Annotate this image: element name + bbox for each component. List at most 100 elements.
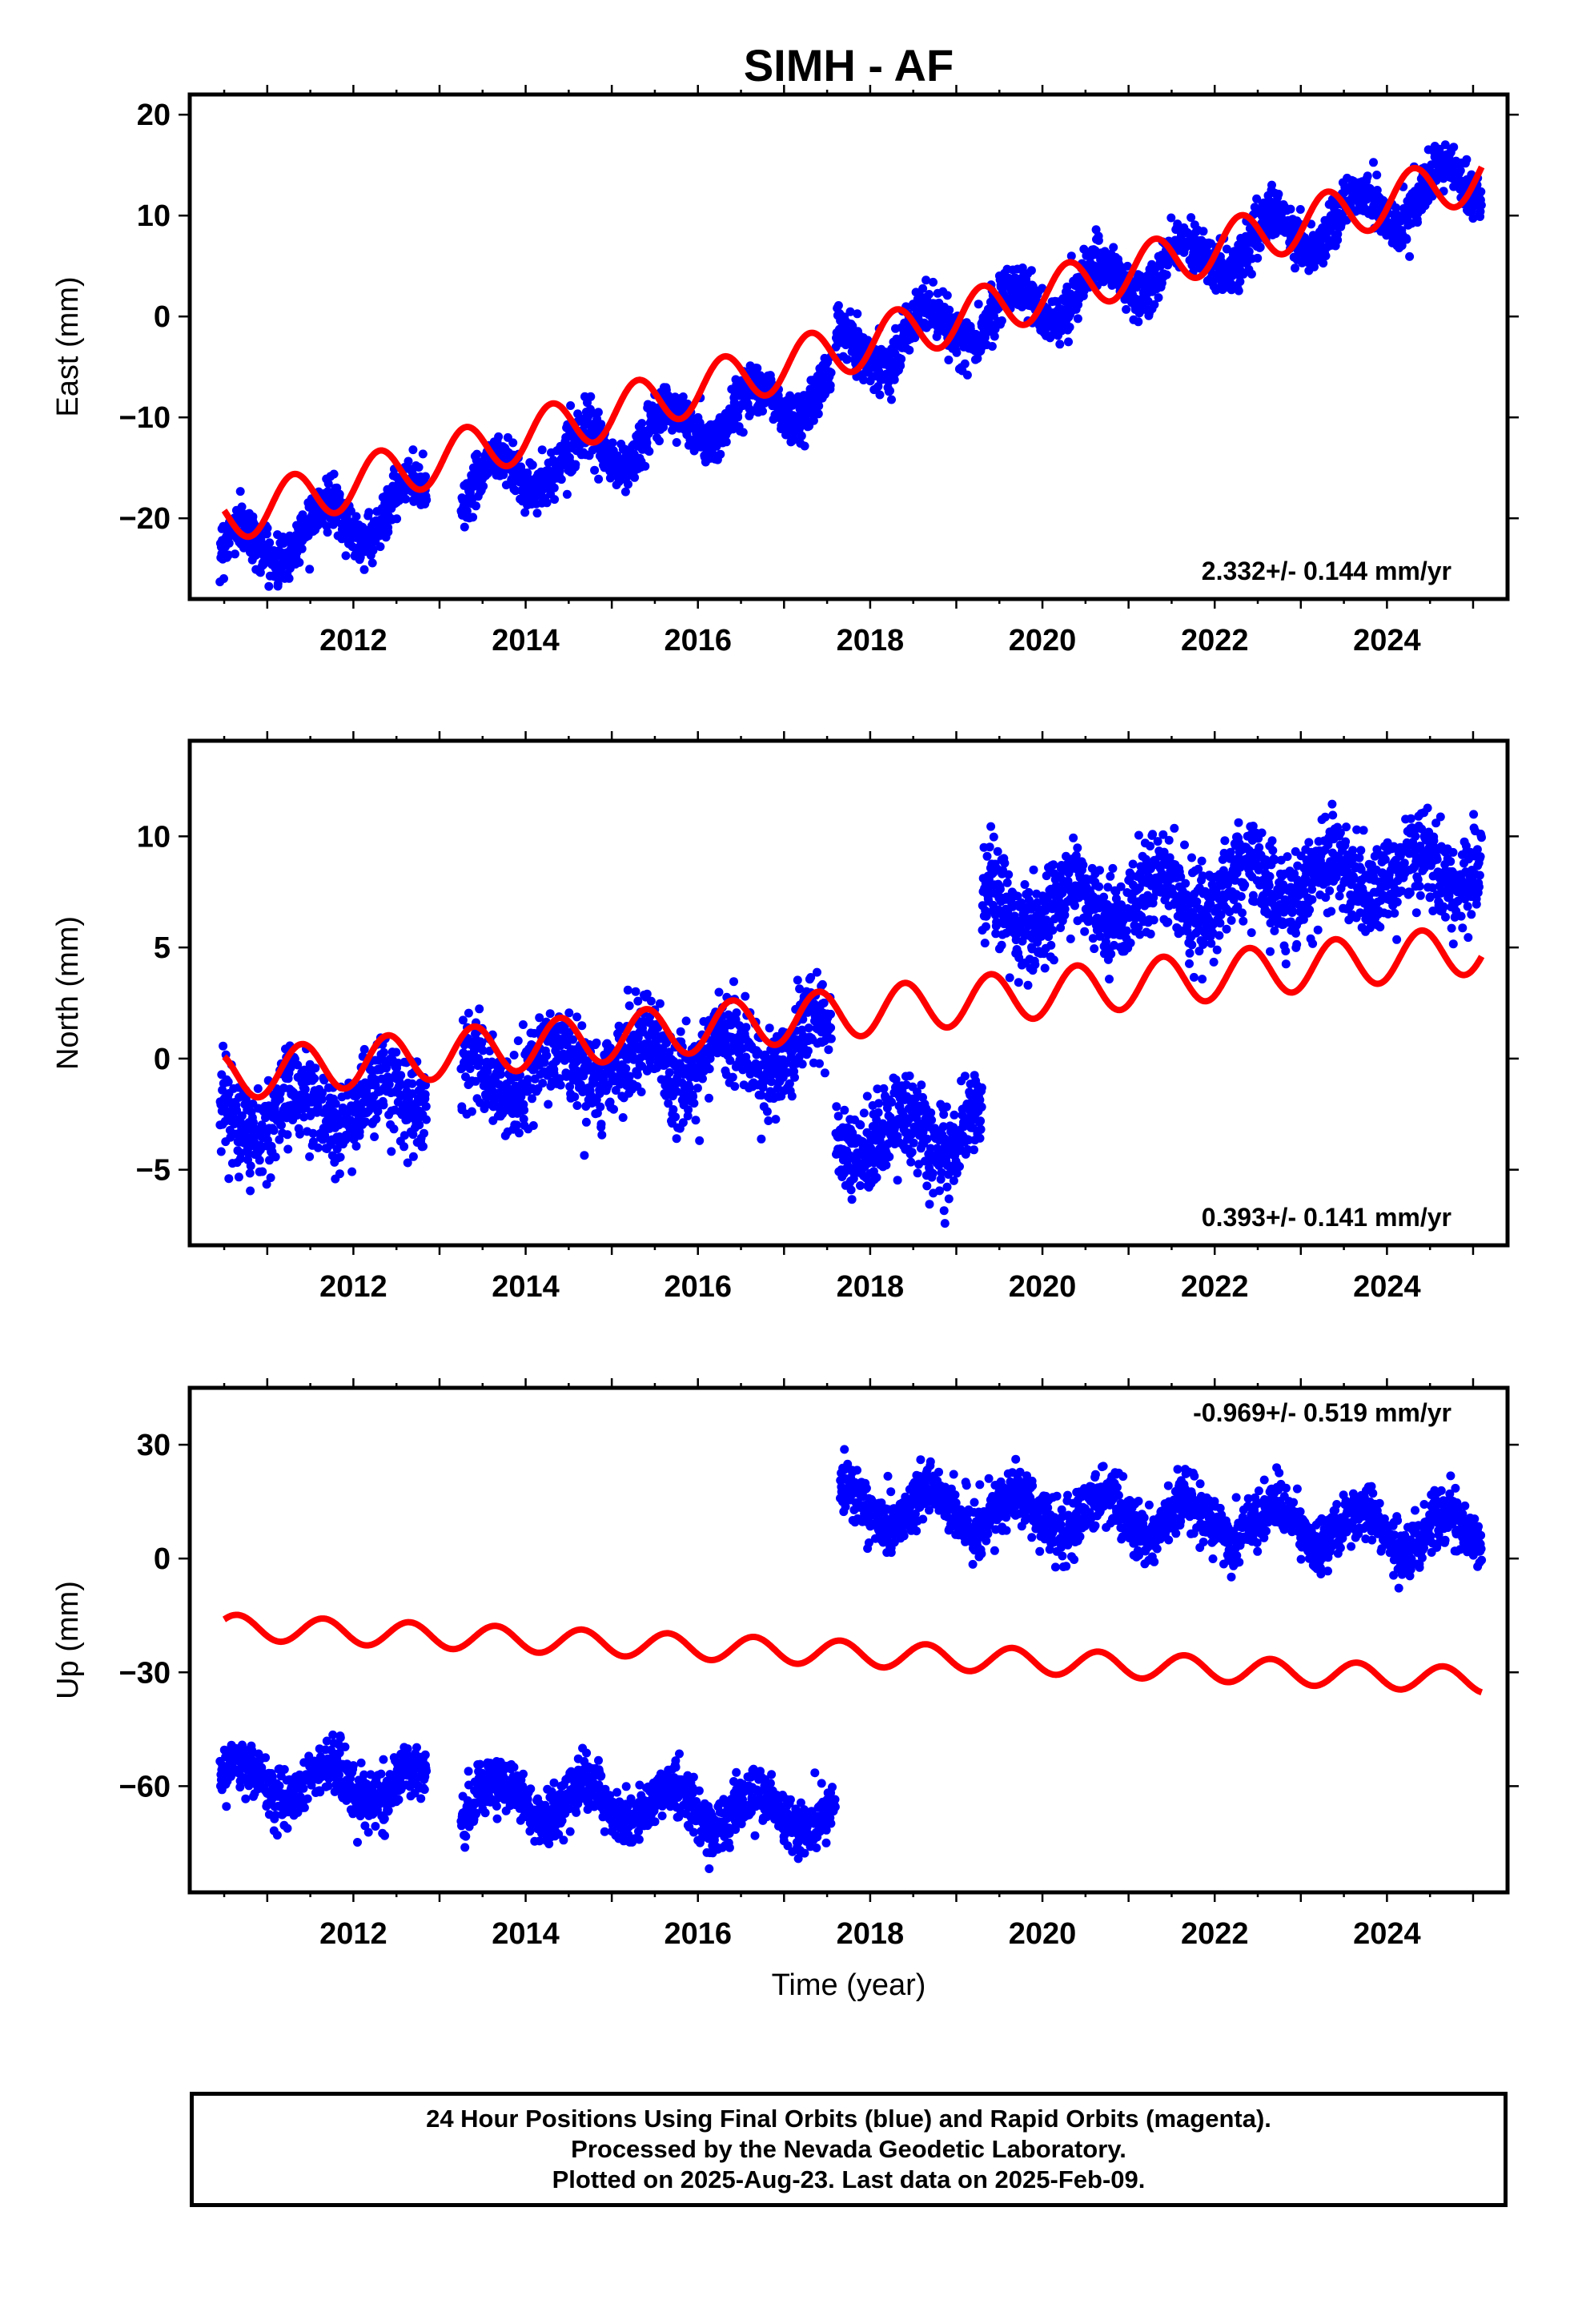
east-data-point xyxy=(640,461,650,471)
east-x-tick-label: 2020 xyxy=(1009,624,1077,657)
east-data-point xyxy=(479,481,488,491)
east-data-point xyxy=(925,290,934,299)
east-data-point xyxy=(1064,337,1073,347)
north-data-point xyxy=(542,1051,552,1060)
east-data-point xyxy=(1291,263,1299,273)
east-data-point xyxy=(859,376,869,384)
north-data-point xyxy=(544,1100,553,1109)
east-data-point xyxy=(1094,235,1103,245)
east-data-point xyxy=(327,490,336,500)
east-data-point xyxy=(942,291,952,300)
east-data-point xyxy=(733,412,743,422)
north-data-point xyxy=(623,985,632,995)
north-data-point xyxy=(840,1105,849,1115)
north-data-point xyxy=(671,1112,681,1122)
east-data-point xyxy=(414,463,424,472)
north-data-point xyxy=(646,996,656,1006)
east-x-tick-label: 2018 xyxy=(837,624,905,657)
north-data-point xyxy=(764,1116,773,1125)
north-data-point xyxy=(389,1124,399,1134)
east-data-point xyxy=(323,528,332,537)
north-data-point xyxy=(570,1092,580,1102)
east-data-point xyxy=(237,502,247,512)
east-data-point xyxy=(562,489,572,499)
north-data-point xyxy=(813,967,821,977)
north-data-point xyxy=(826,1023,836,1032)
east-data-point xyxy=(590,465,600,475)
east-data-point xyxy=(566,401,576,410)
north-data-point xyxy=(379,1047,388,1057)
north-data-point xyxy=(514,1128,524,1138)
east-data-point xyxy=(987,342,997,351)
north-data-point xyxy=(618,1113,628,1122)
east-data-point xyxy=(341,551,351,561)
east-data-point xyxy=(265,538,275,548)
east-data-point xyxy=(1234,286,1243,296)
east-data-point xyxy=(528,460,537,470)
north-data-point xyxy=(467,1107,476,1116)
east-data-point xyxy=(418,449,428,459)
east-data-point xyxy=(974,300,983,309)
north-data-point xyxy=(387,1147,396,1156)
east-x-tick-label: 2022 xyxy=(1181,624,1249,657)
north-data-point xyxy=(396,1071,406,1080)
east-data-point xyxy=(1405,251,1415,261)
north-data-point xyxy=(856,1120,865,1130)
east-data-point xyxy=(537,445,547,455)
north-data-point xyxy=(636,1088,646,1096)
east-data-point xyxy=(1253,253,1263,263)
north-data-point xyxy=(219,1041,228,1051)
north-data-point xyxy=(815,1059,824,1068)
north-data-point xyxy=(762,1107,772,1116)
north-data-point xyxy=(572,1012,582,1022)
east-data-point xyxy=(655,436,664,446)
east-data-point xyxy=(997,316,1006,325)
east-data-point xyxy=(1449,143,1459,152)
east-data-point xyxy=(364,508,374,517)
north-data-point xyxy=(419,1142,428,1152)
north-data-point xyxy=(347,1167,357,1176)
north-data-point xyxy=(475,1004,484,1014)
north-data-point xyxy=(790,1072,799,1082)
north-data-point xyxy=(246,1186,255,1196)
east-data-point xyxy=(929,277,938,287)
north-data-point xyxy=(422,1115,431,1124)
east-y-tick-label: 20 xyxy=(137,99,171,132)
north-data-point xyxy=(496,1070,505,1079)
east-data-point xyxy=(1369,158,1378,167)
east-data-point xyxy=(235,487,245,497)
north-data-point xyxy=(765,1023,774,1033)
north-data-point xyxy=(693,1084,702,1093)
east-data-point xyxy=(549,483,559,493)
east-data-point xyxy=(367,558,377,568)
east-data-point xyxy=(1154,293,1163,303)
north-data-point xyxy=(400,1142,409,1152)
east-data-point xyxy=(1286,204,1295,214)
north-data-point xyxy=(824,1045,833,1055)
east-data-point xyxy=(833,301,843,310)
east-data-point xyxy=(421,472,430,481)
east-data-point xyxy=(1274,189,1283,199)
east-data-point xyxy=(1321,251,1331,260)
north-data-point xyxy=(732,1008,741,1018)
east-y-axis-label: East (mm) xyxy=(51,276,85,416)
north-data-point xyxy=(832,1102,841,1112)
east-data-point xyxy=(499,470,508,480)
north-data-point xyxy=(513,1036,523,1046)
north-data-point xyxy=(609,1104,618,1114)
north-data-point xyxy=(862,1092,872,1101)
north-data-point xyxy=(420,1128,428,1138)
east-data-point xyxy=(1462,155,1472,164)
north-data-point xyxy=(698,1074,707,1084)
east-data-point xyxy=(1476,187,1486,196)
east-data-point xyxy=(738,428,748,437)
north-data-point xyxy=(730,1082,740,1092)
north-data-point xyxy=(621,1063,631,1073)
east-data-point xyxy=(758,406,767,416)
east-data-point xyxy=(346,506,355,516)
east-x-tick-label: 2024 xyxy=(1353,624,1421,657)
east-data-point xyxy=(273,579,283,589)
north-data-point xyxy=(793,975,802,985)
east-data-point xyxy=(800,441,809,451)
east-y-tick-label: 10 xyxy=(137,199,171,233)
